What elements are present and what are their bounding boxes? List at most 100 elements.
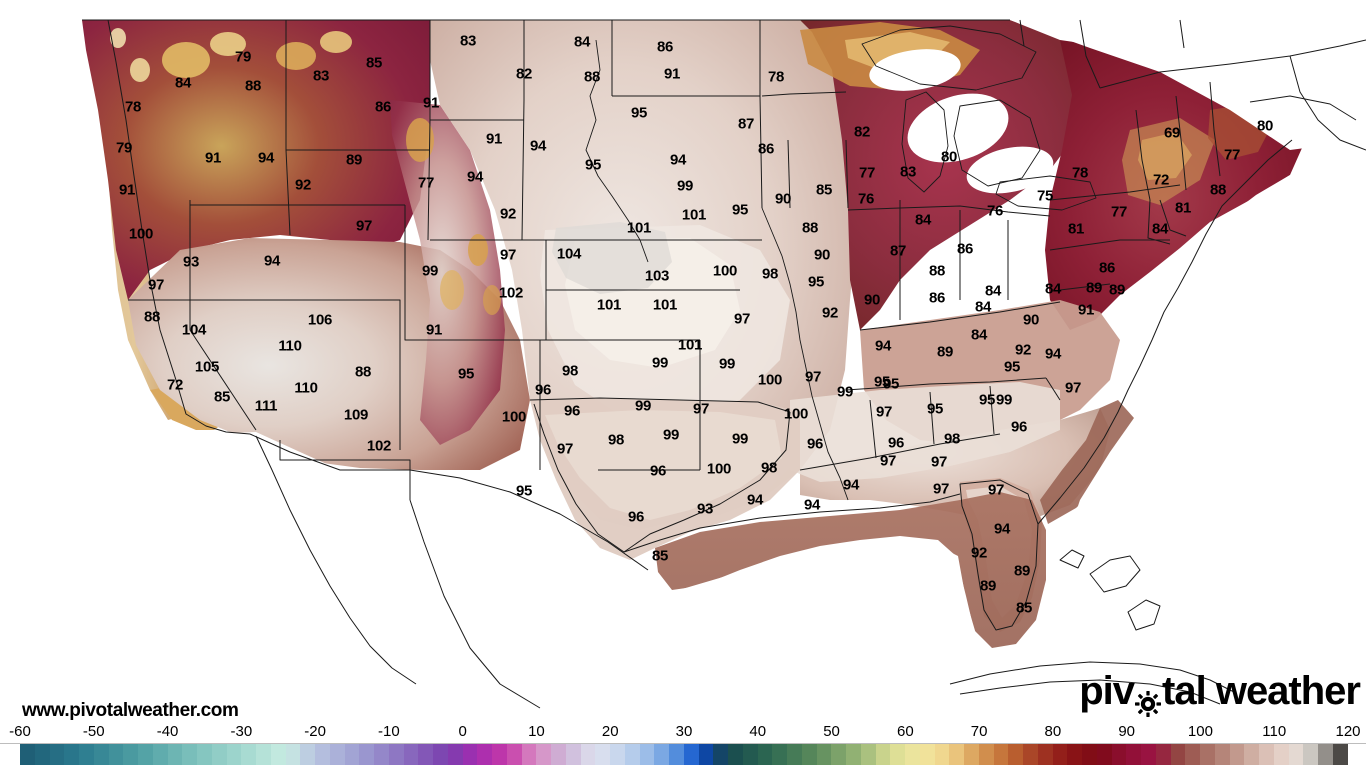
colorbar-band xyxy=(875,744,891,765)
colorbar-band xyxy=(256,744,271,765)
colorbar-band xyxy=(742,744,758,765)
colorbar-tick: -60 xyxy=(9,723,31,740)
colorbar-tick: 40 xyxy=(749,723,767,740)
colorbar-band xyxy=(315,744,330,765)
colorbar-band xyxy=(403,744,419,765)
gear-sun-icon xyxy=(1135,682,1162,717)
colorbar-band xyxy=(1023,744,1038,765)
colorbar-tick-labels: -60 -50 -40 -30 -20 -10 0 10 20 30 40 50 60 70 80 90 100… xyxy=(0,722,1366,744)
colorbar-tick: -20 xyxy=(304,723,326,740)
colorbar-band xyxy=(993,744,1009,765)
colorbar-band xyxy=(1111,744,1127,765)
colorbar-band xyxy=(167,744,183,765)
colorbar-band xyxy=(595,744,610,765)
map-canvas xyxy=(0,19,1366,722)
colorbar-band xyxy=(816,744,832,765)
colorbar-band xyxy=(757,744,773,765)
colorbar-band xyxy=(1332,744,1348,765)
colorbar-band xyxy=(197,744,212,765)
colorbar-band xyxy=(285,744,301,765)
colorbar-band xyxy=(801,744,817,765)
colorbar-band xyxy=(1288,744,1304,765)
colorbar-band xyxy=(182,744,197,765)
colorbar-band xyxy=(226,744,242,765)
temperature-map-panel[interactable]: 79 84 78 79 91 100 97 88 93 104 105 72 85 111 110 110 10… xyxy=(0,0,1366,722)
colorbar-band xyxy=(551,744,566,765)
colorbar-band xyxy=(787,744,802,765)
colorbar-band xyxy=(329,744,345,765)
colorbar-band xyxy=(359,744,374,765)
colorbar-band xyxy=(1244,744,1259,765)
colorbar-tick: 110 xyxy=(1262,723,1287,740)
colorbar-band xyxy=(388,744,404,765)
colorbar-band xyxy=(624,744,640,765)
colorbar-band xyxy=(639,744,655,765)
colorbar-band xyxy=(846,744,861,765)
colorbar-band xyxy=(964,744,979,765)
colorbar-band xyxy=(492,744,507,765)
colorbar-band xyxy=(1303,744,1318,765)
colorbar-band xyxy=(1318,744,1333,765)
colorbar-band xyxy=(1259,744,1274,765)
colorbar-band xyxy=(1170,744,1186,765)
colorbar-band xyxy=(1008,744,1023,765)
colorbar-band xyxy=(1141,744,1156,765)
colorbar-band xyxy=(138,744,153,765)
no-data-mask xyxy=(0,20,1366,722)
colorbar-band xyxy=(506,744,522,765)
colorbar-band xyxy=(1126,744,1141,765)
colorbar-band xyxy=(374,744,389,765)
colorbar-band xyxy=(418,744,433,765)
colorbar-band xyxy=(447,744,463,765)
colorbar-band xyxy=(93,744,109,765)
colorbar-band xyxy=(477,744,492,765)
colorbar-band xyxy=(1229,744,1245,765)
colorbar-band xyxy=(919,744,935,765)
colorbar-band xyxy=(1155,744,1171,765)
colorbar-tick: 30 xyxy=(675,723,693,740)
colorbar-band xyxy=(772,744,787,765)
colorbar-band xyxy=(1052,744,1068,765)
colorbar-band xyxy=(79,744,94,765)
colorbar-tick: 120 xyxy=(1335,723,1361,740)
colorbar-tick: 60 xyxy=(896,723,914,740)
colorbar-tick: 50 xyxy=(823,723,840,740)
colorbar-band xyxy=(152,744,168,765)
colorbar-tick: -50 xyxy=(82,723,105,740)
colorbar-tick: -40 xyxy=(156,723,179,740)
colorbar-band xyxy=(713,744,728,765)
colorbar-band xyxy=(1082,744,1097,765)
colorbar-band xyxy=(669,744,684,765)
logo-text-part1: piv xyxy=(1079,669,1135,713)
colorbar-band xyxy=(728,744,743,765)
colorbar-tick: -30 xyxy=(230,723,253,740)
colorbar-band xyxy=(462,744,478,765)
pivotal-weather-logo: piv xyxy=(1079,669,1361,717)
colorbar[interactable]: -60 -50 -40 -30 -20 -10 0 10 20 30 40 50 60 70 80 90 100… xyxy=(0,722,1366,768)
colorbar-band xyxy=(949,744,964,765)
colorbar-band xyxy=(978,744,994,765)
colorbar-band xyxy=(1200,744,1215,765)
colorbar-band xyxy=(34,744,50,765)
colorbar-divider xyxy=(0,743,1366,744)
colorbar-gradient-strip[interactable] xyxy=(20,744,1348,765)
colorbar-band xyxy=(580,744,596,765)
colorbar-band xyxy=(934,744,950,765)
colorbar-tick: 90 xyxy=(1118,723,1135,740)
site-url-watermark: www.pivotalweather.com xyxy=(22,700,239,721)
colorbar-band xyxy=(123,744,138,765)
colorbar-band xyxy=(1037,744,1053,765)
colorbar-tick: 20 xyxy=(601,723,619,740)
colorbar-band xyxy=(890,744,905,765)
colorbar-band xyxy=(64,744,79,765)
colorbar-tick: 0 xyxy=(458,723,467,740)
colorbar-band xyxy=(654,744,669,765)
colorbar-band xyxy=(831,744,846,765)
colorbar-band xyxy=(1273,744,1289,765)
colorbar-band xyxy=(683,744,699,765)
colorbar-band xyxy=(433,744,448,765)
colorbar-band xyxy=(1185,744,1200,765)
colorbar-band xyxy=(344,744,360,765)
colorbar-band xyxy=(905,744,920,765)
